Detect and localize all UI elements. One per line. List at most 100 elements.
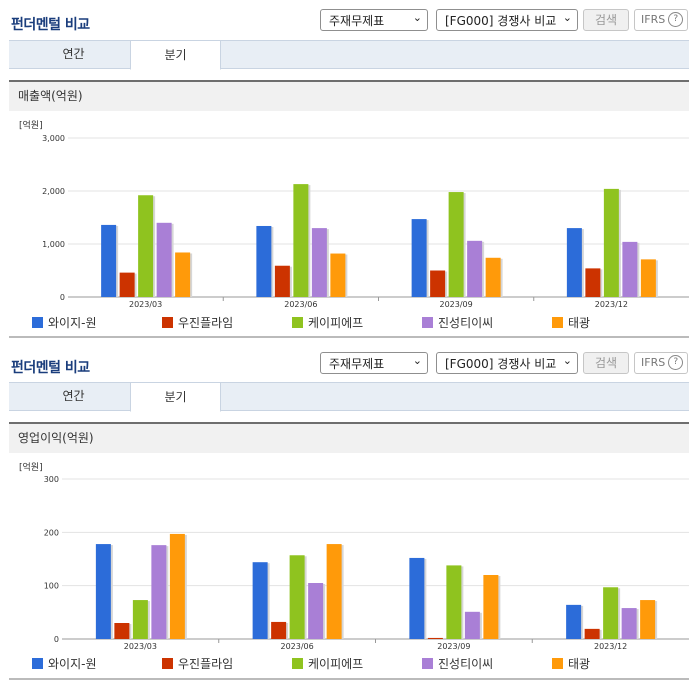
y-tick-label: 1,000 xyxy=(42,240,65,249)
legend-swatch xyxy=(162,317,173,328)
bar xyxy=(585,268,601,297)
ifrs-button[interactable]: IFRS? xyxy=(634,9,688,31)
section-title: 펀더멘털 비교 xyxy=(11,17,90,33)
bar xyxy=(101,224,117,297)
legend-label: 태광 xyxy=(568,316,591,330)
legend-item-s4: 태광 xyxy=(552,314,590,331)
bar xyxy=(566,228,582,297)
bar xyxy=(95,544,111,639)
x-tick-label: 2023/06 xyxy=(284,300,317,309)
x-tick-label: 2023/03 xyxy=(124,642,157,651)
peer-group-select-value: [FG000] 경쟁사 비교 xyxy=(445,357,557,371)
bar xyxy=(330,253,346,297)
chevron-down-icon: ⌄ xyxy=(562,11,572,24)
bar xyxy=(114,623,130,639)
x-tick-label: 2023/12 xyxy=(594,642,627,651)
bar xyxy=(151,545,167,639)
operating-profit-chart: [억원] 0 100 200 300 2023/03 2023/06 2023/09 2023… xyxy=(9,455,689,655)
ifrs-button[interactable]: IFRS? xyxy=(634,352,688,374)
bar xyxy=(603,188,619,297)
ifrs-label: IFRS xyxy=(641,13,666,26)
legend-swatch xyxy=(552,317,563,328)
x-tick-label: 2023/12 xyxy=(595,300,628,309)
legend-label: 와이지-원 xyxy=(48,316,97,330)
bar xyxy=(566,604,582,639)
bar xyxy=(271,621,287,639)
chevron-down-icon: ⌄ xyxy=(562,354,572,367)
bar xyxy=(119,272,135,297)
peer-group-select[interactable]: [FG000] 경쟁사 비교 ⌄ xyxy=(436,9,578,31)
bar xyxy=(409,557,425,639)
legend-swatch xyxy=(32,658,43,669)
bar xyxy=(175,252,191,297)
search-button[interactable]: 검색 xyxy=(583,352,629,374)
legend-swatch xyxy=(552,658,563,669)
bar xyxy=(640,259,656,297)
bar xyxy=(640,600,656,639)
y-tick-label: 2,000 xyxy=(42,187,65,196)
revenue-chart: [억원] 0 1,000 2,000 3,000 2023/03 2023/06 2023/… xyxy=(9,113,689,313)
legend-swatch xyxy=(422,317,433,328)
bar xyxy=(622,241,638,297)
x-tick-label: 2023/06 xyxy=(281,642,314,651)
legend-swatch xyxy=(32,317,43,328)
tab-quarterly[interactable]: 분기 xyxy=(130,40,221,70)
bar xyxy=(467,240,483,297)
bar xyxy=(156,222,172,297)
legend-item-s0: 와이지-원 xyxy=(32,655,97,672)
x-tick-label: 2023/03 xyxy=(129,300,162,309)
bar xyxy=(252,562,268,639)
statement-select[interactable]: 주재무제표 ⌄ xyxy=(320,352,428,374)
y-tick-label: 300 xyxy=(44,475,59,484)
bar xyxy=(132,600,148,639)
fundamental-section-revenue: 펀더멘털 비교 주재무제표 ⌄ [FG000] 경쟁사 비교 ⌄ 검색 IFRS… xyxy=(9,9,689,338)
legend-swatch xyxy=(292,317,303,328)
ifrs-label: IFRS xyxy=(641,356,666,369)
revenue-chart-svg: 0 1,000 2,000 3,000 2023/03 2023/06 2023/09 202… xyxy=(42,134,689,309)
peer-group-select[interactable]: [FG000] 경쟁사 비교 ⌄ xyxy=(436,352,578,374)
bar xyxy=(485,257,501,297)
legend-item-s3: 진성티이씨 xyxy=(422,655,493,672)
unit-label: [억원] xyxy=(19,463,43,473)
tab-annual[interactable]: 연간 xyxy=(62,47,85,61)
y-tick-label: 0 xyxy=(54,635,59,644)
legend-item-s2: 케이피에프 xyxy=(292,314,363,331)
bar xyxy=(483,575,499,639)
bar xyxy=(311,228,327,297)
bar xyxy=(293,184,309,297)
y-tick-label: 3,000 xyxy=(42,134,65,143)
bar xyxy=(446,565,462,639)
y-tick-label: 0 xyxy=(60,293,65,302)
tab-quarterly[interactable]: 분기 xyxy=(130,382,221,412)
bar xyxy=(448,192,464,297)
help-icon: ? xyxy=(668,354,684,370)
chart-legend: 와이지-원 우진플라임 케이피에프 진성티이씨 태광 xyxy=(9,314,689,332)
x-tick-label: 2023/09 xyxy=(440,300,473,309)
y-tick-label: 100 xyxy=(44,582,59,591)
legend-item-s0: 와이지-원 xyxy=(32,314,97,331)
legend-swatch xyxy=(292,658,303,669)
bar xyxy=(464,611,480,639)
bar xyxy=(308,583,324,639)
legend-label: 와이지-원 xyxy=(48,657,97,671)
chevron-down-icon: ⌄ xyxy=(412,11,422,24)
bar xyxy=(169,533,185,639)
bar xyxy=(584,628,600,639)
legend-item-s3: 진성티이씨 xyxy=(422,314,493,331)
tab-annual[interactable]: 연간 xyxy=(62,389,85,403)
section-divider xyxy=(9,678,689,680)
search-button[interactable]: 검색 xyxy=(583,9,629,31)
y-tick-label: 200 xyxy=(44,528,59,537)
legend-label: 케이피에프 xyxy=(308,657,364,671)
chart-legend: 와이지-원 우진플라임 케이피에프 진성티이씨 태광 xyxy=(9,655,689,673)
operating-profit-chart-svg: 0 100 200 300 2023/03 2023/06 2023/09 2023/12 xyxy=(44,475,689,651)
bar xyxy=(274,265,290,297)
chart-panel-title: 매출액(억원) xyxy=(9,80,689,111)
legend-item-s2: 케이피에프 xyxy=(292,655,363,672)
legend-label: 우진플라임 xyxy=(178,657,234,671)
period-tabbar: 연간 분기 xyxy=(9,382,689,412)
bar xyxy=(138,195,154,297)
bar xyxy=(289,555,305,639)
statement-select[interactable]: 주재무제표 ⌄ xyxy=(320,9,428,31)
legend-label: 우진플라임 xyxy=(178,316,234,330)
